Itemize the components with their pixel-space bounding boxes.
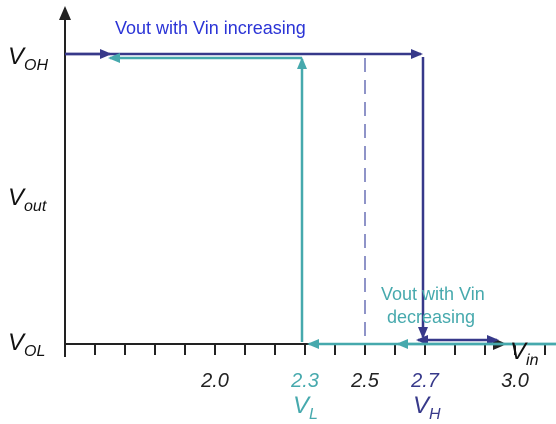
x-axis-label: Vin [510,338,539,369]
x-tick-labels: 2.0 2.3 2.5 2.7 3.0 [200,370,529,392]
threshold-vh-label: VH [413,392,441,423]
x-tick-label: 2.5 [350,370,380,392]
x-tick-label: 2.7 [410,370,440,392]
annotation-vin-increasing: Vout with Vin increasing [115,18,306,38]
annotation-vin-decreasing-line1: Vout with Vin [381,284,485,304]
x-tick-label: 2.3 [290,370,319,392]
y-level-high-label: VOH [8,43,48,74]
threshold-vl-label: VL [293,392,318,423]
y-level-low-label: VOL [8,329,45,360]
annotation-vin-decreasing-line2: decreasing [387,307,475,327]
series-vin-increasing [65,49,499,345]
x-tick-label: 3.0 [501,370,529,392]
x-axis-ticks [94,344,546,355]
y-axis-label: Vout [8,184,47,215]
x-tick-label: 2.0 [200,370,229,392]
series-vin-decreasing [108,53,556,349]
